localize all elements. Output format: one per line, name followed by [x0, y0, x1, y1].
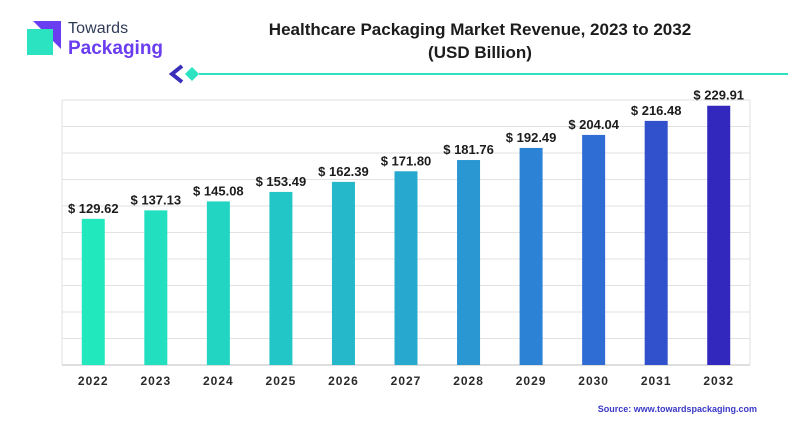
- bar-2024: [206, 201, 230, 365]
- brand-line2: Packaging: [68, 38, 164, 59]
- value-label-2027: $ 171.80: [381, 153, 432, 168]
- x-tick-2024: 2024: [203, 374, 234, 388]
- chart-title: Healthcare Packaging Market Revenue, 202…: [268, 20, 692, 39]
- bar-2025: [269, 191, 293, 365]
- bar-2028: [457, 160, 481, 365]
- bar-2029: [519, 147, 543, 365]
- chevron-left-icon: [168, 64, 184, 84]
- x-tick-2028: 2028: [453, 374, 484, 388]
- x-tick-2023: 2023: [140, 374, 171, 388]
- value-label-2031: $ 216.48: [631, 103, 682, 118]
- bar-2031: [644, 120, 668, 366]
- x-tick-2022: 2022: [78, 374, 109, 388]
- bar-2027: [394, 171, 418, 365]
- value-label-2026: $ 162.39: [318, 164, 369, 179]
- bar-2032: [707, 105, 731, 366]
- bar-2026: [331, 181, 355, 365]
- value-label-2025: $ 153.49: [256, 174, 307, 189]
- value-label-2032: $ 229.91: [693, 88, 744, 103]
- chart-title-block: Healthcare Packaging Market Revenue, 202…: [210, 18, 750, 64]
- bar-2022: [81, 218, 105, 365]
- bar-2030: [582, 134, 606, 365]
- value-label-2030: $ 204.04: [568, 117, 619, 132]
- value-label-2023: $ 137.13: [131, 192, 182, 207]
- bars: [81, 105, 731, 366]
- x-tick-2026: 2026: [328, 374, 359, 388]
- bar-2023: [144, 210, 168, 365]
- brand-logo: Towards Packaging: [27, 17, 187, 61]
- value-label-2028: $ 181.76: [443, 142, 494, 157]
- diamond-icon: [185, 67, 199, 81]
- value-label-2029: $ 192.49: [506, 130, 557, 145]
- logo-mark-icon: [27, 21, 61, 55]
- value-label-2022: $ 129.62: [68, 201, 119, 216]
- x-tick-2030: 2030: [578, 374, 609, 388]
- x-tick-labels: 2022 2023 2024 2025 2026 2027 2028 2029 2030 2031…: [78, 374, 734, 388]
- x-tick-2027: 2027: [391, 374, 422, 388]
- x-tick-2029: 2029: [516, 374, 547, 388]
- title-divider: [168, 64, 788, 84]
- source-note: Source: www.towardspackaging.com: [597, 404, 757, 414]
- x-tick-2025: 2025: [266, 374, 297, 388]
- value-label-2024: $ 145.08: [193, 183, 244, 198]
- x-tick-2032: 2032: [703, 374, 734, 388]
- chart-subtitle: (USD Billion): [428, 43, 532, 62]
- x-tick-2031: 2031: [641, 374, 672, 388]
- value-labels: $ 129.62 $ 137.13 $ 145.08 $ 153.49 $ 162.39…: [68, 88, 744, 216]
- brand-line1: Towards: [68, 20, 129, 37]
